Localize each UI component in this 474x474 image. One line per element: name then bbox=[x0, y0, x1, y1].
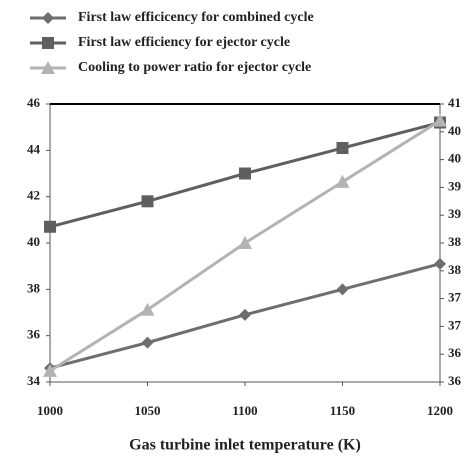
legend-label: First law efficiency for ejector cycle bbox=[78, 35, 290, 50]
x-tick-label: 1200 bbox=[427, 403, 453, 418]
marker bbox=[239, 167, 251, 180]
marker bbox=[43, 363, 57, 377]
marker bbox=[434, 257, 446, 270]
y-tick-label: 42 bbox=[27, 188, 40, 203]
y-tick-label: 44 bbox=[27, 141, 41, 156]
x-tick-label: 1150 bbox=[330, 403, 355, 418]
marker bbox=[239, 308, 251, 321]
x-axis-label: Gas turbine inlet temperature (K) bbox=[129, 437, 361, 454]
marker bbox=[335, 174, 350, 188]
x-tick-label: 1000 bbox=[37, 403, 63, 418]
y2-tick-label: 40 bbox=[448, 123, 461, 138]
marker bbox=[141, 195, 154, 208]
y2-tick-label: 36 bbox=[448, 345, 462, 360]
legend-marker bbox=[42, 37, 54, 49]
y2-tick-label: 39 bbox=[448, 178, 462, 193]
legend-marker bbox=[41, 61, 55, 74]
marker bbox=[336, 142, 349, 155]
marker bbox=[336, 283, 349, 296]
y-tick-label: 34 bbox=[27, 373, 41, 388]
y-tick-label: 36 bbox=[27, 327, 41, 342]
y-tick-label: 40 bbox=[27, 234, 40, 249]
y2-tick-label: 40 bbox=[448, 151, 461, 166]
legend-marker bbox=[42, 12, 54, 24]
marker bbox=[238, 236, 252, 249]
marker bbox=[140, 302, 155, 316]
marker bbox=[141, 336, 154, 349]
y2-tick-label: 37 bbox=[448, 290, 462, 305]
y-tick-label: 46 bbox=[27, 95, 41, 110]
x-tick-label: 1050 bbox=[135, 403, 161, 418]
y2-tick-label: 38 bbox=[448, 234, 462, 249]
y2-tick-label: 36 bbox=[448, 373, 462, 388]
legend-label: First law efficicency for combined cycle bbox=[78, 10, 314, 25]
y2-tick-label: 41 bbox=[448, 95, 461, 110]
legend-label: Cooling to power ratio for ejector cycle bbox=[78, 60, 311, 75]
marker bbox=[433, 113, 447, 127]
x-tick-label: 1100 bbox=[232, 403, 257, 418]
y2-tick-label: 38 bbox=[448, 262, 462, 277]
marker bbox=[44, 220, 56, 233]
y2-tick-label: 39 bbox=[448, 206, 462, 221]
y2-tick-label: 37 bbox=[448, 317, 462, 332]
y-tick-label: 38 bbox=[27, 280, 41, 295]
